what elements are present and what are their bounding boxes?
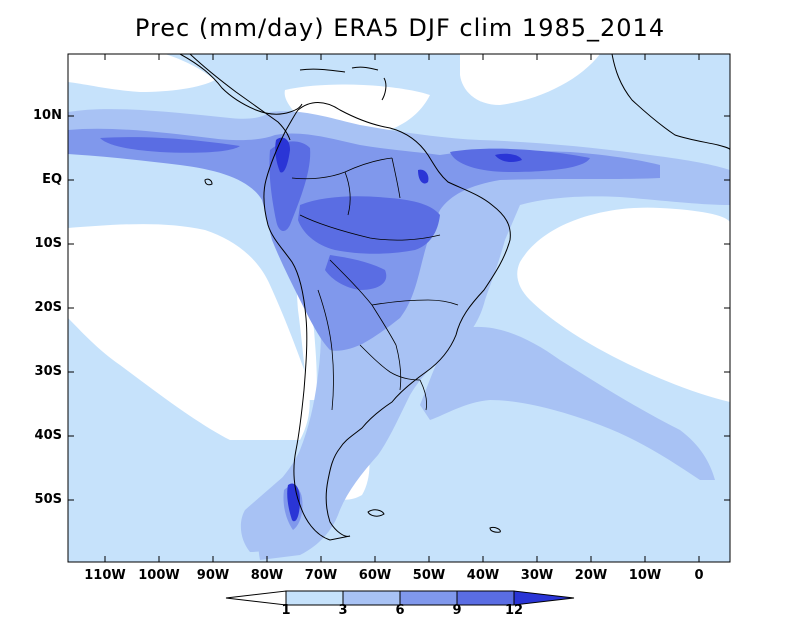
- field-level-3-6-atl-blob: [479, 347, 520, 382]
- dry-region-south-atlantic: [517, 207, 730, 402]
- field-level-above-12-amazon-mouth: [418, 169, 429, 184]
- lon-ticks: [104, 54, 700, 562]
- field-level-above-12-colombia: [275, 137, 290, 173]
- falklands: [367, 509, 385, 517]
- dry-region-north-atlantic: [460, 54, 600, 105]
- colorbar-above-12: [513, 590, 575, 606]
- lat-ticks: [68, 115, 730, 501]
- lat-label-50s: 50S: [34, 492, 62, 507]
- precip-fields: [68, 54, 730, 562]
- lon-label-30w: 30W: [520, 568, 554, 583]
- africa-coast: [611, 54, 730, 151]
- national-borders: [291, 157, 459, 411]
- lon-label-60w: 60W: [358, 568, 392, 583]
- south-america-coast: [263, 102, 511, 541]
- colorbar-tick-1: 1: [281, 603, 291, 618]
- field-level-9-12-amazon: [298, 196, 440, 254]
- colorbar: [225, 590, 575, 606]
- dry-region-north-pacific: [68, 54, 215, 92]
- field-level-9-12-amazon-south: [325, 255, 387, 290]
- field-level-3-6-itcz: [68, 109, 730, 561]
- galapagos: [204, 178, 213, 186]
- colorbar-tick-9: 9: [452, 603, 462, 618]
- lon-label-110w: 110W: [84, 568, 126, 583]
- colorbar-tick-12: 12: [504, 603, 524, 618]
- field-level-9-12-itcz-west: [100, 137, 240, 153]
- caribbean-islands: [299, 66, 387, 101]
- lat-label-10s: 10S: [34, 236, 62, 251]
- lon-label-50w: 50W: [412, 568, 446, 583]
- central-america-pacific-coast: [189, 54, 291, 141]
- lat-label-30s: 30S: [34, 364, 62, 379]
- dry-region-southeast-pacific: [68, 224, 310, 440]
- central-america-coast: [179, 54, 303, 115]
- lat-label-40s: 40S: [34, 428, 62, 443]
- lat-label-10n: 10N: [33, 108, 62, 123]
- map-title: Prec (mm/day) ERA5 DJF clim 1985_2014: [134, 14, 666, 42]
- lon-label-100w: 100W: [138, 568, 180, 583]
- coastlines: [179, 54, 730, 541]
- lon-label-40w: 40W: [466, 568, 500, 583]
- lon-label-20w: 20W: [574, 568, 608, 583]
- south-georgia: [489, 527, 501, 533]
- lon-label-10w: 10W: [628, 568, 662, 583]
- lat-label-20s: 20S: [34, 300, 62, 315]
- lon-label-80w: 80W: [250, 568, 284, 583]
- lon-label-0: 0: [694, 568, 704, 583]
- lon-label-70w: 70W: [304, 568, 338, 583]
- field-level-above-12-chile: [287, 483, 300, 522]
- lon-label-90w: 90W: [196, 568, 230, 583]
- field-level-above-12-itcz-atl: [495, 153, 522, 163]
- colorbar-tick-6: 6: [395, 603, 405, 618]
- colorbar-tick-3: 3: [338, 603, 348, 618]
- lat-label-eq: EQ: [42, 172, 62, 187]
